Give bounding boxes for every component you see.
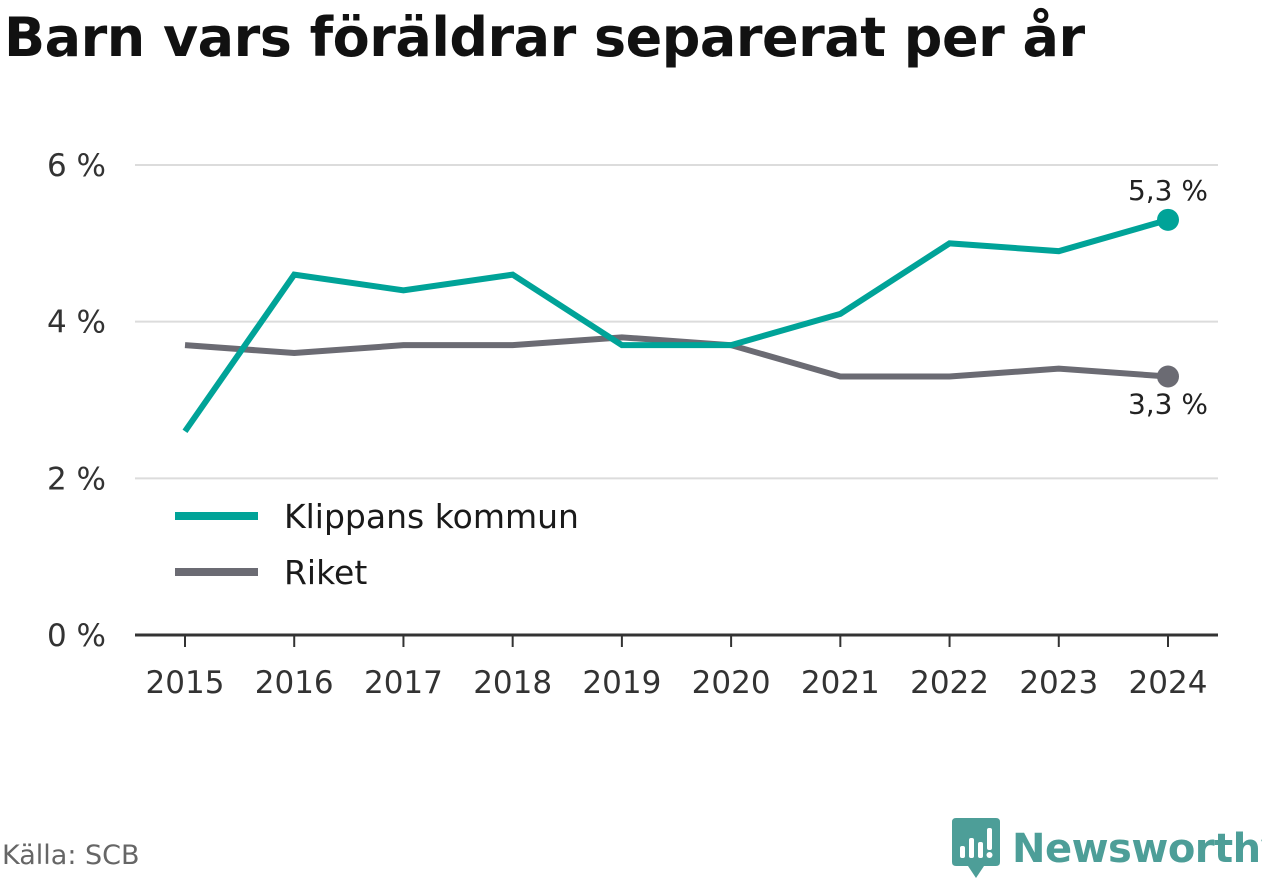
series-end-label: 3,3 % xyxy=(1128,388,1208,421)
y-tick-label: 2 % xyxy=(47,461,106,497)
newsworthy-logo-icon xyxy=(952,818,1000,878)
chart-title: Barn vars föräldrar separerat per år xyxy=(4,6,1085,69)
x-tick-label: 2016 xyxy=(255,665,334,701)
series-line xyxy=(184,334,1169,380)
series-end-point xyxy=(1157,365,1179,388)
brand-name: Newsworthy xyxy=(1012,826,1262,872)
x-tick-label: 2015 xyxy=(146,665,225,701)
x-tick-label: 2024 xyxy=(1129,665,1208,701)
x-axis: 2015 2016 2017 2018 2019 2020 2021 2022 2023 2024 xyxy=(135,633,1218,701)
x-tick-label: 2021 xyxy=(801,665,880,701)
y-tick-label: 4 % xyxy=(47,305,106,341)
x-tick-label: 2017 xyxy=(364,665,443,701)
legend-label: Riket xyxy=(284,553,367,592)
x-tick-label: 2022 xyxy=(910,665,989,701)
gridlines xyxy=(135,164,1218,480)
series-line xyxy=(182,216,1169,434)
series-lines: 3,3 % 5,3 % xyxy=(182,174,1208,434)
y-axis-ticks: 0 % 2 % 4 % 6 % xyxy=(47,148,106,654)
x-tick-label: 2020 xyxy=(692,665,771,701)
brand-logo: Newsworthy xyxy=(950,818,1262,880)
y-tick-label: 0 % xyxy=(47,618,106,654)
x-tick-label: 2019 xyxy=(582,665,661,701)
series-end-label: 5,3 % xyxy=(1128,174,1208,207)
x-tick-label: 2018 xyxy=(473,665,552,701)
x-tick-label: 2023 xyxy=(1019,665,1098,701)
y-tick-label: 6 % xyxy=(47,148,106,184)
legend-label: Klippans kommun xyxy=(284,497,579,536)
source-note: Källa: SCB xyxy=(2,840,140,871)
series-end-point xyxy=(1157,208,1179,231)
legend: Klippans kommun Riket xyxy=(175,497,579,592)
